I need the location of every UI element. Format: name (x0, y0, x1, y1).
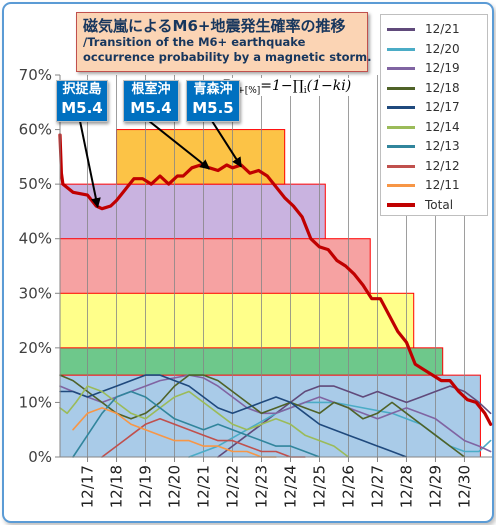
annotation-arrow-1 (148, 120, 211, 170)
series-12-14 (59, 385, 350, 458)
legend-label: 12/12 (425, 158, 460, 173)
legend-label: 12/11 (425, 178, 460, 192)
x-tick-label: 12/30 (455, 465, 473, 508)
quake-annotation-aomori: 青森沖 M5.5 (186, 80, 240, 122)
quake-magnitude: M5.4 (130, 99, 172, 117)
quake-annotation-etorofu: 択捉島 M5.4 (56, 80, 108, 122)
legend-item: 12/18 (387, 80, 487, 98)
series-12-21 (217, 385, 492, 458)
y-tick-label: 70% (19, 66, 52, 84)
series-Total (58, 133, 493, 426)
quake-magnitude: M5.4 (61, 99, 103, 117)
quake-magnitude: M5.5 (192, 99, 234, 117)
legend-swatch (387, 106, 415, 109)
legend-swatch (387, 86, 415, 90)
chart-title-en-line1: /Transition of the M6+ earthquake (83, 35, 306, 49)
probability-formula: P6+[%]=1−∏i(1−ki) (220, 78, 354, 96)
x-tick-label: 12/26 (339, 465, 357, 508)
legend-swatch (387, 125, 415, 129)
x-tick-label: 12/29 (426, 465, 444, 508)
legend-item: 12/20 (387, 41, 487, 59)
legend-item: 12/21 (387, 21, 487, 39)
vertical-gridlines (87, 75, 465, 457)
y-tick-label: 60% (19, 121, 52, 139)
x-tick-label: 12/25 (310, 465, 328, 508)
formula-product: =1−∏ (260, 78, 304, 94)
legend-label: 12/18 (425, 80, 460, 95)
axes: 0% 10% 20% 30% 40% 50% 60% 70% 12/17 12/18 12/19 12… (19, 66, 492, 508)
legend-label: 12/14 (425, 119, 460, 134)
legend-label: Total (425, 197, 454, 212)
x-tick-label: 12/23 (253, 465, 271, 508)
series-12-12 (101, 417, 306, 458)
annotation-arrow-2 (211, 120, 243, 168)
y-tick-label: 10% (19, 393, 52, 411)
x-tick-label: 12/19 (137, 465, 155, 508)
legend-item: 12/17 (387, 99, 487, 117)
x-tick-label: 12/17 (79, 465, 97, 508)
legend-swatch (387, 67, 415, 70)
legend-label: 12/21 (425, 22, 460, 36)
series-lines (58, 133, 493, 458)
quake-place: 択捉島 (62, 82, 102, 97)
legend-swatch (387, 164, 415, 168)
legend-swatch (387, 145, 415, 148)
legend-swatch (387, 47, 415, 51)
quake-annotation-nemuro: 根室沖 M5.4 (123, 80, 179, 122)
legend-swatch (387, 28, 415, 31)
chart-title-box: 磁気嵐によるM6+地震発生確率の推移 /Transition of the M6… (76, 12, 372, 72)
series-12-17 (59, 374, 408, 458)
formula-tail: (1−ki) (306, 78, 352, 94)
y-tick-label: 20% (19, 339, 52, 357)
annotation-arrows (79, 120, 243, 209)
legend-label: 12/20 (425, 41, 460, 56)
chart-title-en-line2: occurrence probability by a magnetic sto… (83, 50, 372, 64)
x-tick-label: 12/21 (195, 465, 213, 508)
x-tick-label: 12/18 (108, 465, 126, 508)
y-tick-label: 40% (19, 230, 52, 248)
series-12-13 (72, 390, 321, 458)
y-tick-label: 0% (28, 448, 52, 466)
chart-title-jp: 磁気嵐によるM6+地震発生確率の推移 (83, 17, 346, 35)
formula-index: i (303, 86, 307, 96)
chart-legend: 12/21 12/20 12/19 12/18 12/17 12/14 12/13 12/12… (380, 14, 488, 216)
band-1 (116, 129, 286, 185)
quake-place: 根室沖 (131, 82, 171, 97)
annotation-arrow-0 (79, 120, 101, 209)
x-tick-label: 12/28 (397, 465, 415, 508)
legend-item: 12/14 (387, 119, 487, 137)
series-12-18 (59, 374, 466, 458)
legend-item: Total (387, 197, 487, 215)
x-tick-label: 12/20 (166, 465, 184, 508)
legend-item: 12/12 (387, 158, 487, 176)
quake-place: 青森沖 (193, 82, 233, 97)
legend-item: 12/19 (387, 60, 487, 78)
legend-label: 12/13 (425, 139, 460, 153)
series-12-20 (188, 401, 492, 458)
legend-item: 12/13 (387, 138, 487, 156)
legend-label: 12/17 (425, 100, 460, 114)
y-tick-label: 50% (19, 175, 52, 193)
legend-swatch (387, 184, 415, 187)
x-tick-label: 12/24 (281, 465, 299, 508)
x-tick-label: 12/27 (368, 465, 386, 508)
formula-subscript: 6+[%] (231, 86, 261, 96)
series-12-11 (72, 407, 277, 458)
legend-label: 12/19 (425, 61, 460, 75)
legend-swatch (387, 202, 415, 207)
legend-item: 12/11 (387, 177, 487, 195)
y-tick-label: 30% (19, 284, 52, 302)
x-tick-label: 12/22 (224, 465, 242, 508)
